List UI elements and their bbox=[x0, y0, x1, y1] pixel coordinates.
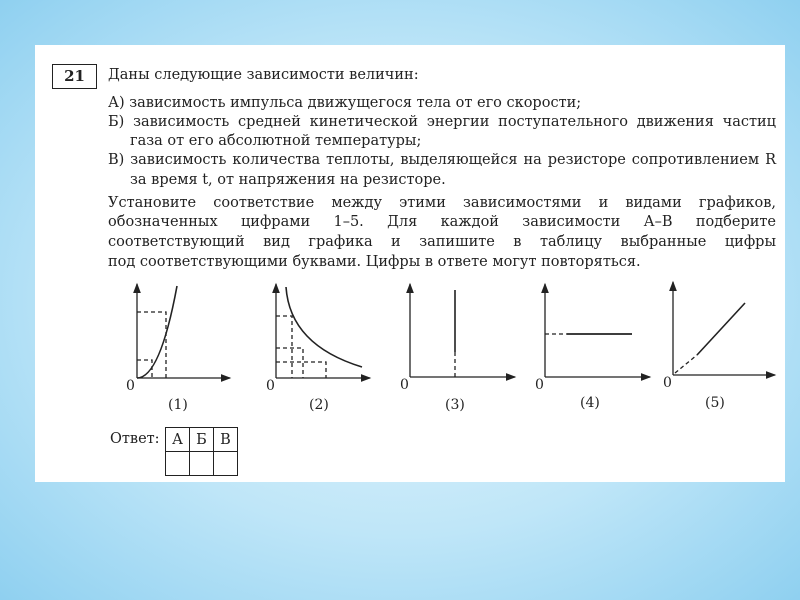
item-v-cont: за время t, от напряжения на резисторе. bbox=[130, 172, 446, 188]
hyperbola-curve bbox=[285, 286, 363, 368]
item-b-cont: газа от его абсолютной температуры; bbox=[130, 133, 422, 149]
instruction-line: соответствующий вид графика и запишите в… bbox=[108, 234, 776, 250]
graph-2-origin: 0 bbox=[266, 378, 275, 394]
instruction-line: обозначенных цифрами 1–5. Для каждой зав… bbox=[108, 214, 776, 230]
graph-3 bbox=[406, 282, 517, 381]
item-v: В) зависимость количества теплоты, выдел… bbox=[108, 152, 776, 168]
task-intro: Даны следующие зависимости величин: bbox=[108, 67, 419, 83]
parabola-curve bbox=[136, 285, 178, 379]
answer-header-b: Б bbox=[189, 427, 214, 452]
graph-5 bbox=[669, 280, 777, 379]
graph-3-origin: 0 bbox=[400, 377, 409, 393]
answer-header-a: А bbox=[165, 427, 190, 452]
graph-3-label: (3) bbox=[445, 397, 465, 413]
answer-table: А Б В bbox=[165, 427, 238, 476]
answer-header-v: В bbox=[213, 427, 238, 452]
item-b: Б) зависимость средней кинетической энер… bbox=[108, 114, 776, 130]
graph-4 bbox=[541, 282, 652, 381]
task-page bbox=[35, 45, 785, 482]
answer-cell-v[interactable] bbox=[213, 451, 238, 476]
answer-label: Ответ: bbox=[110, 431, 160, 447]
graph-5-origin: 0 bbox=[663, 375, 672, 391]
graph-5-label: (5) bbox=[705, 395, 725, 411]
graph-1 bbox=[133, 282, 232, 382]
graph-4-origin: 0 bbox=[535, 377, 544, 393]
graph-2 bbox=[272, 282, 372, 382]
graph-4-label: (4) bbox=[580, 395, 600, 411]
graph-1-label: (1) bbox=[168, 397, 188, 413]
item-a: А) зависимость импульса движущегося тела… bbox=[108, 95, 582, 111]
graph-1-origin: 0 bbox=[126, 378, 135, 394]
proportional-line bbox=[696, 302, 746, 356]
instruction-line: Установите соответствие между этими зави… bbox=[108, 195, 776, 211]
graph-2-label: (2) bbox=[309, 397, 329, 413]
task-number: 21 bbox=[52, 64, 97, 89]
answer-cell-a[interactable] bbox=[165, 451, 190, 476]
instruction-line: под соответствующими буквами. Цифры в от… bbox=[108, 254, 641, 270]
answer-cell-b[interactable] bbox=[189, 451, 214, 476]
